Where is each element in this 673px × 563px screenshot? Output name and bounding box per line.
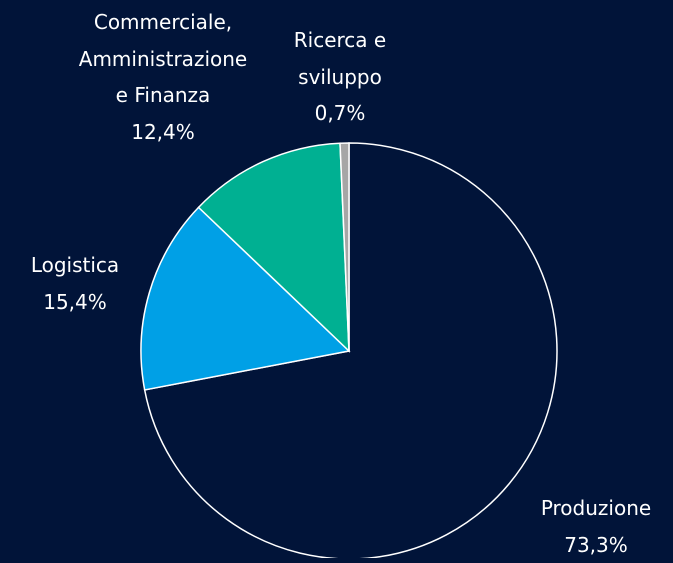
value-label: 15,4%: [5, 284, 145, 321]
category-label: Produzione: [516, 490, 673, 527]
category-label: Ricerca e sviluppo: [280, 22, 400, 95]
category-label: Commerciale, Amministrazione e Finanza: [78, 4, 248, 114]
value-label: 12,4%: [78, 114, 248, 151]
value-label: 0,7%: [280, 95, 400, 132]
category-label: Logistica: [5, 247, 145, 284]
